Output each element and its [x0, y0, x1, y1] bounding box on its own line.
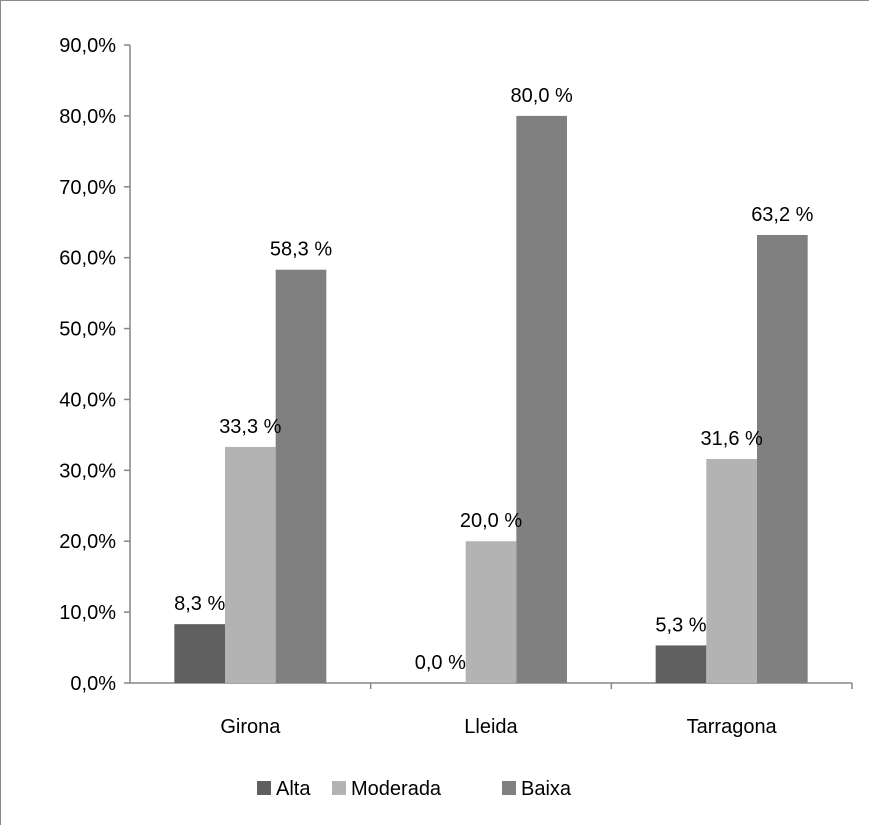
data-label: 80,0 %	[511, 85, 573, 107]
y-tick-label: 50,0%	[59, 319, 116, 341]
bar-baixa-tarragona	[757, 234, 808, 683]
legend-swatch-moderada	[332, 781, 346, 795]
x-tick-label: Lleida	[464, 716, 518, 738]
y-tick-label: 30,0%	[59, 460, 116, 482]
x-axis-ticks: Girona Lleida Tarragona	[220, 716, 777, 738]
x-tick-label: Tarragona	[687, 716, 778, 738]
y-tick-label: 60,0%	[59, 248, 116, 270]
legend-label: Alta	[276, 778, 311, 800]
y-tick-label: 40,0%	[59, 389, 116, 411]
x-tick-label: Girona	[220, 716, 281, 738]
legend-swatch-baixa	[502, 781, 516, 795]
bar-alta-girona	[174, 624, 225, 683]
data-label: 20,0 %	[460, 510, 522, 532]
data-label: 5,3 %	[655, 614, 706, 636]
data-label: 58,3 %	[270, 239, 332, 261]
y-tick-label: 20,0%	[59, 531, 116, 553]
y-tick-label: 80,0%	[59, 106, 116, 128]
bar-baixa-lleida	[516, 115, 567, 683]
data-label: 31,6 %	[701, 428, 763, 450]
y-axis-ticks: 0,0% 10,0% 20,0% 30,0% 40,0% 50,0% 60,0% 70,0% 8…	[59, 35, 853, 695]
data-label: 63,2 %	[751, 204, 813, 226]
y-tick-label: 0,0%	[70, 673, 116, 695]
y-tick-label: 10,0%	[59, 602, 116, 624]
data-label: 0,0 %	[415, 652, 466, 674]
bar-moderada-tarragona	[706, 458, 757, 683]
chart-bars	[174, 115, 808, 683]
chart-legend: Alta Moderada Baixa	[257, 778, 572, 800]
legend-label: Moderada	[351, 778, 442, 800]
chart-data-labels: 8,3 % 33,3 % 58,3 % 0,0 % 20,0 % 80,0 % 5,3 % 3…	[174, 85, 814, 674]
y-tick-label: 90,0%	[59, 35, 116, 57]
bar-moderada-lleida	[465, 541, 517, 683]
legend-label: Baixa	[521, 778, 572, 800]
bar-baixa-girona	[275, 269, 327, 683]
data-label: 33,3 %	[219, 416, 281, 438]
bar-alta-tarragona	[655, 645, 707, 683]
data-label: 8,3 %	[174, 593, 225, 615]
legend-swatch-alta	[257, 781, 271, 795]
bar-moderada-girona	[225, 446, 276, 683]
y-tick-label: 70,0%	[59, 177, 116, 199]
